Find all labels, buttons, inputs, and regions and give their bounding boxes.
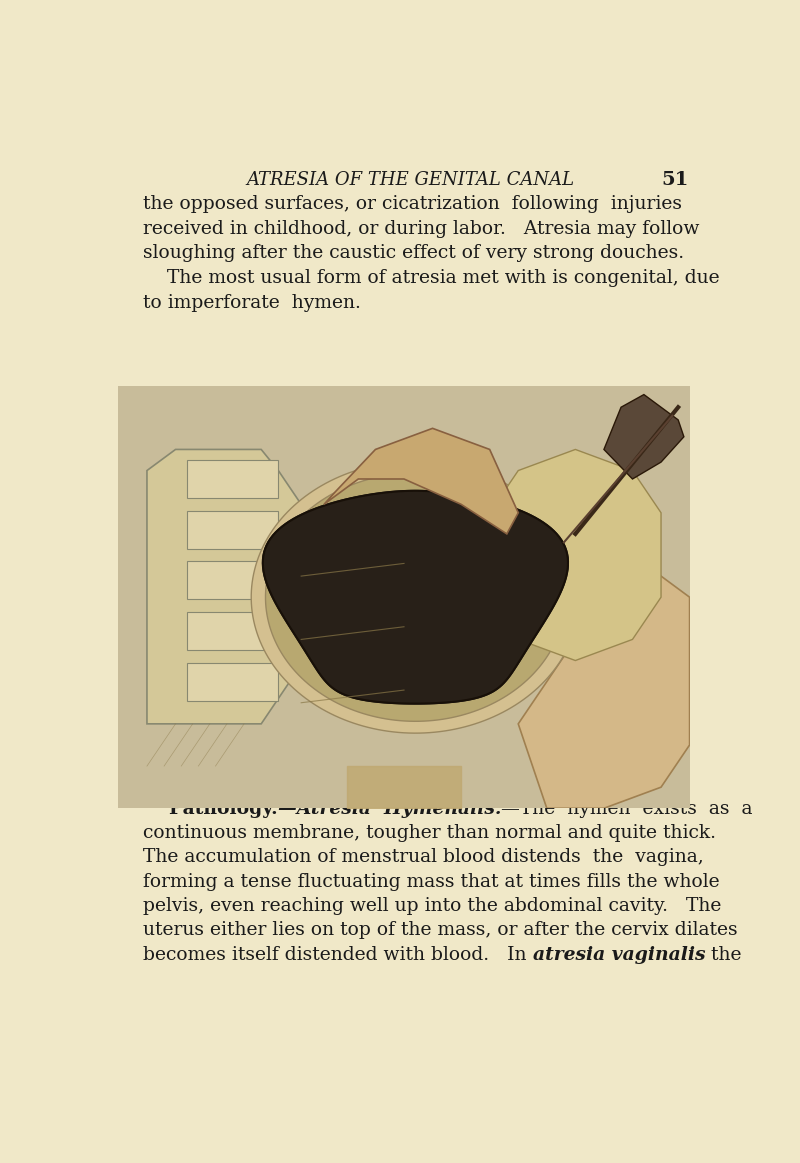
Polygon shape [266,473,566,721]
Polygon shape [518,555,690,808]
Text: 51: 51 [662,171,689,188]
Polygon shape [187,461,278,498]
Polygon shape [263,491,568,704]
FancyBboxPatch shape [192,437,634,762]
Text: The accumulation of menstrual blood distends  the  vagina,: The accumulation of menstrual blood dist… [143,848,704,866]
Text: becomes itself distended with blood.   In: becomes itself distended with blood. In [143,946,533,964]
Text: —The  hymen  exists  as  a: —The hymen exists as a [502,799,753,818]
Text: atresia vaginalis: atresia vaginalis [533,946,706,964]
Text: The most usual form of atresia met with is congenital, due: The most usual form of atresia met with … [143,269,720,287]
Text: uterus either lies on top of the mass, or after the cervix dilates: uterus either lies on top of the mass, o… [143,921,738,940]
Polygon shape [118,386,690,808]
Text: —Atresia  Hymenalis.: —Atresia Hymenalis. [278,799,502,818]
Polygon shape [147,449,307,723]
Text: pelvis, even reaching well up into the abdominal cavity.   The: pelvis, even reaching well up into the a… [143,897,722,915]
Text: forming a tense fluctuating mass that at times fills the whole: forming a tense fluctuating mass that at… [143,872,720,891]
Text: the opposed surfaces, or cicatrization  following  injuries: the opposed surfaces, or cicatrization f… [143,195,682,213]
Polygon shape [490,449,661,661]
Text: continuous membrane, tougher than normal and quite thick.: continuous membrane, tougher than normal… [143,823,717,842]
Text: received in childhood, or during labor.   Atresia may follow: received in childhood, or during labor. … [143,220,700,237]
Polygon shape [187,562,278,599]
Polygon shape [187,663,278,700]
Polygon shape [251,462,580,733]
Polygon shape [324,428,518,534]
Text: Atresia of the lower third of the vagina.: Atresia of the lower third of the vagina… [249,769,571,785]
Text: Pathology.: Pathology. [143,799,278,818]
Text: sloughing after the caustic effect of very strong douches.: sloughing after the caustic effect of ve… [143,244,685,263]
Polygon shape [263,491,568,704]
Polygon shape [187,612,278,650]
Text: the: the [706,946,742,964]
Polygon shape [604,394,684,479]
Text: Fig. 13: Fig. 13 [380,422,440,438]
Text: to imperforate  hymen.: to imperforate hymen. [143,293,362,312]
Polygon shape [187,511,278,549]
Text: ATRESIA OF THE GENITAL CANAL: ATRESIA OF THE GENITAL CANAL [246,171,574,188]
